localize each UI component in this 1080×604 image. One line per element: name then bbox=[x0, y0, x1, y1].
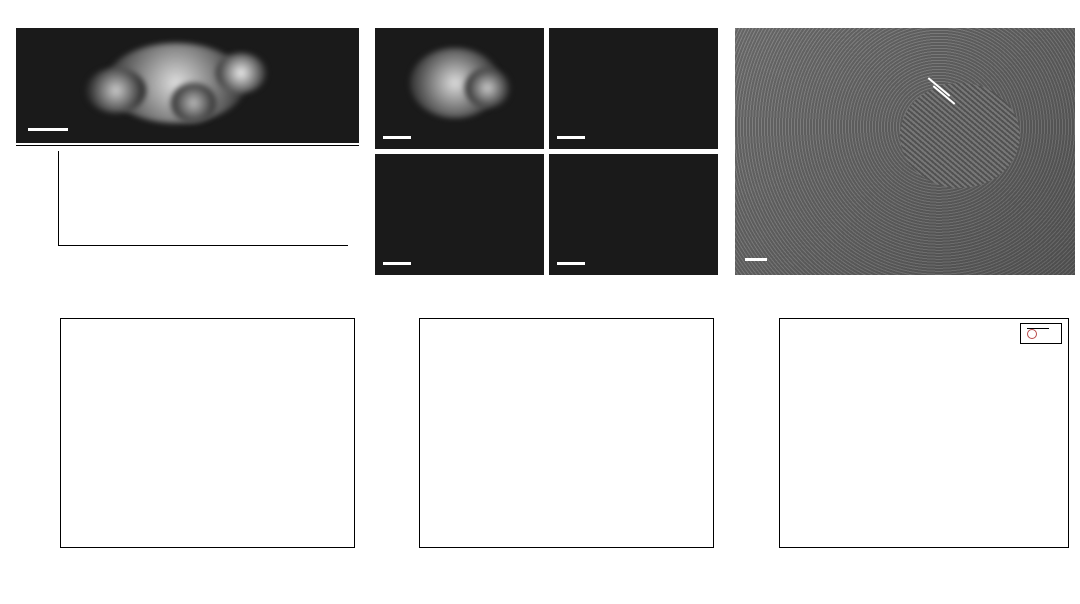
haadf-micrograph bbox=[16, 28, 359, 143]
scale-bar bbox=[28, 128, 68, 131]
panel-a bbox=[16, 10, 359, 275]
panel-b bbox=[375, 10, 718, 275]
panel-c bbox=[735, 10, 1075, 275]
eds-cu-map bbox=[375, 154, 544, 275]
hist-plot-area bbox=[58, 151, 348, 246]
hrtem-micrograph bbox=[735, 28, 1075, 275]
exafs-legend bbox=[1020, 323, 1062, 344]
eds-mapping-grid bbox=[375, 28, 718, 275]
panel-d bbox=[16, 300, 359, 590]
panel-f bbox=[735, 300, 1075, 590]
eds-overlay-map bbox=[549, 154, 718, 275]
eds-c-map bbox=[549, 28, 718, 149]
size-histogram bbox=[16, 145, 359, 275]
xanes-plot bbox=[419, 318, 714, 548]
gaussian-fit bbox=[59, 151, 349, 246]
panel-e bbox=[375, 300, 718, 590]
eds-haadf bbox=[375, 28, 544, 149]
exafs-plot bbox=[779, 318, 1069, 548]
xps-plot bbox=[60, 318, 355, 548]
